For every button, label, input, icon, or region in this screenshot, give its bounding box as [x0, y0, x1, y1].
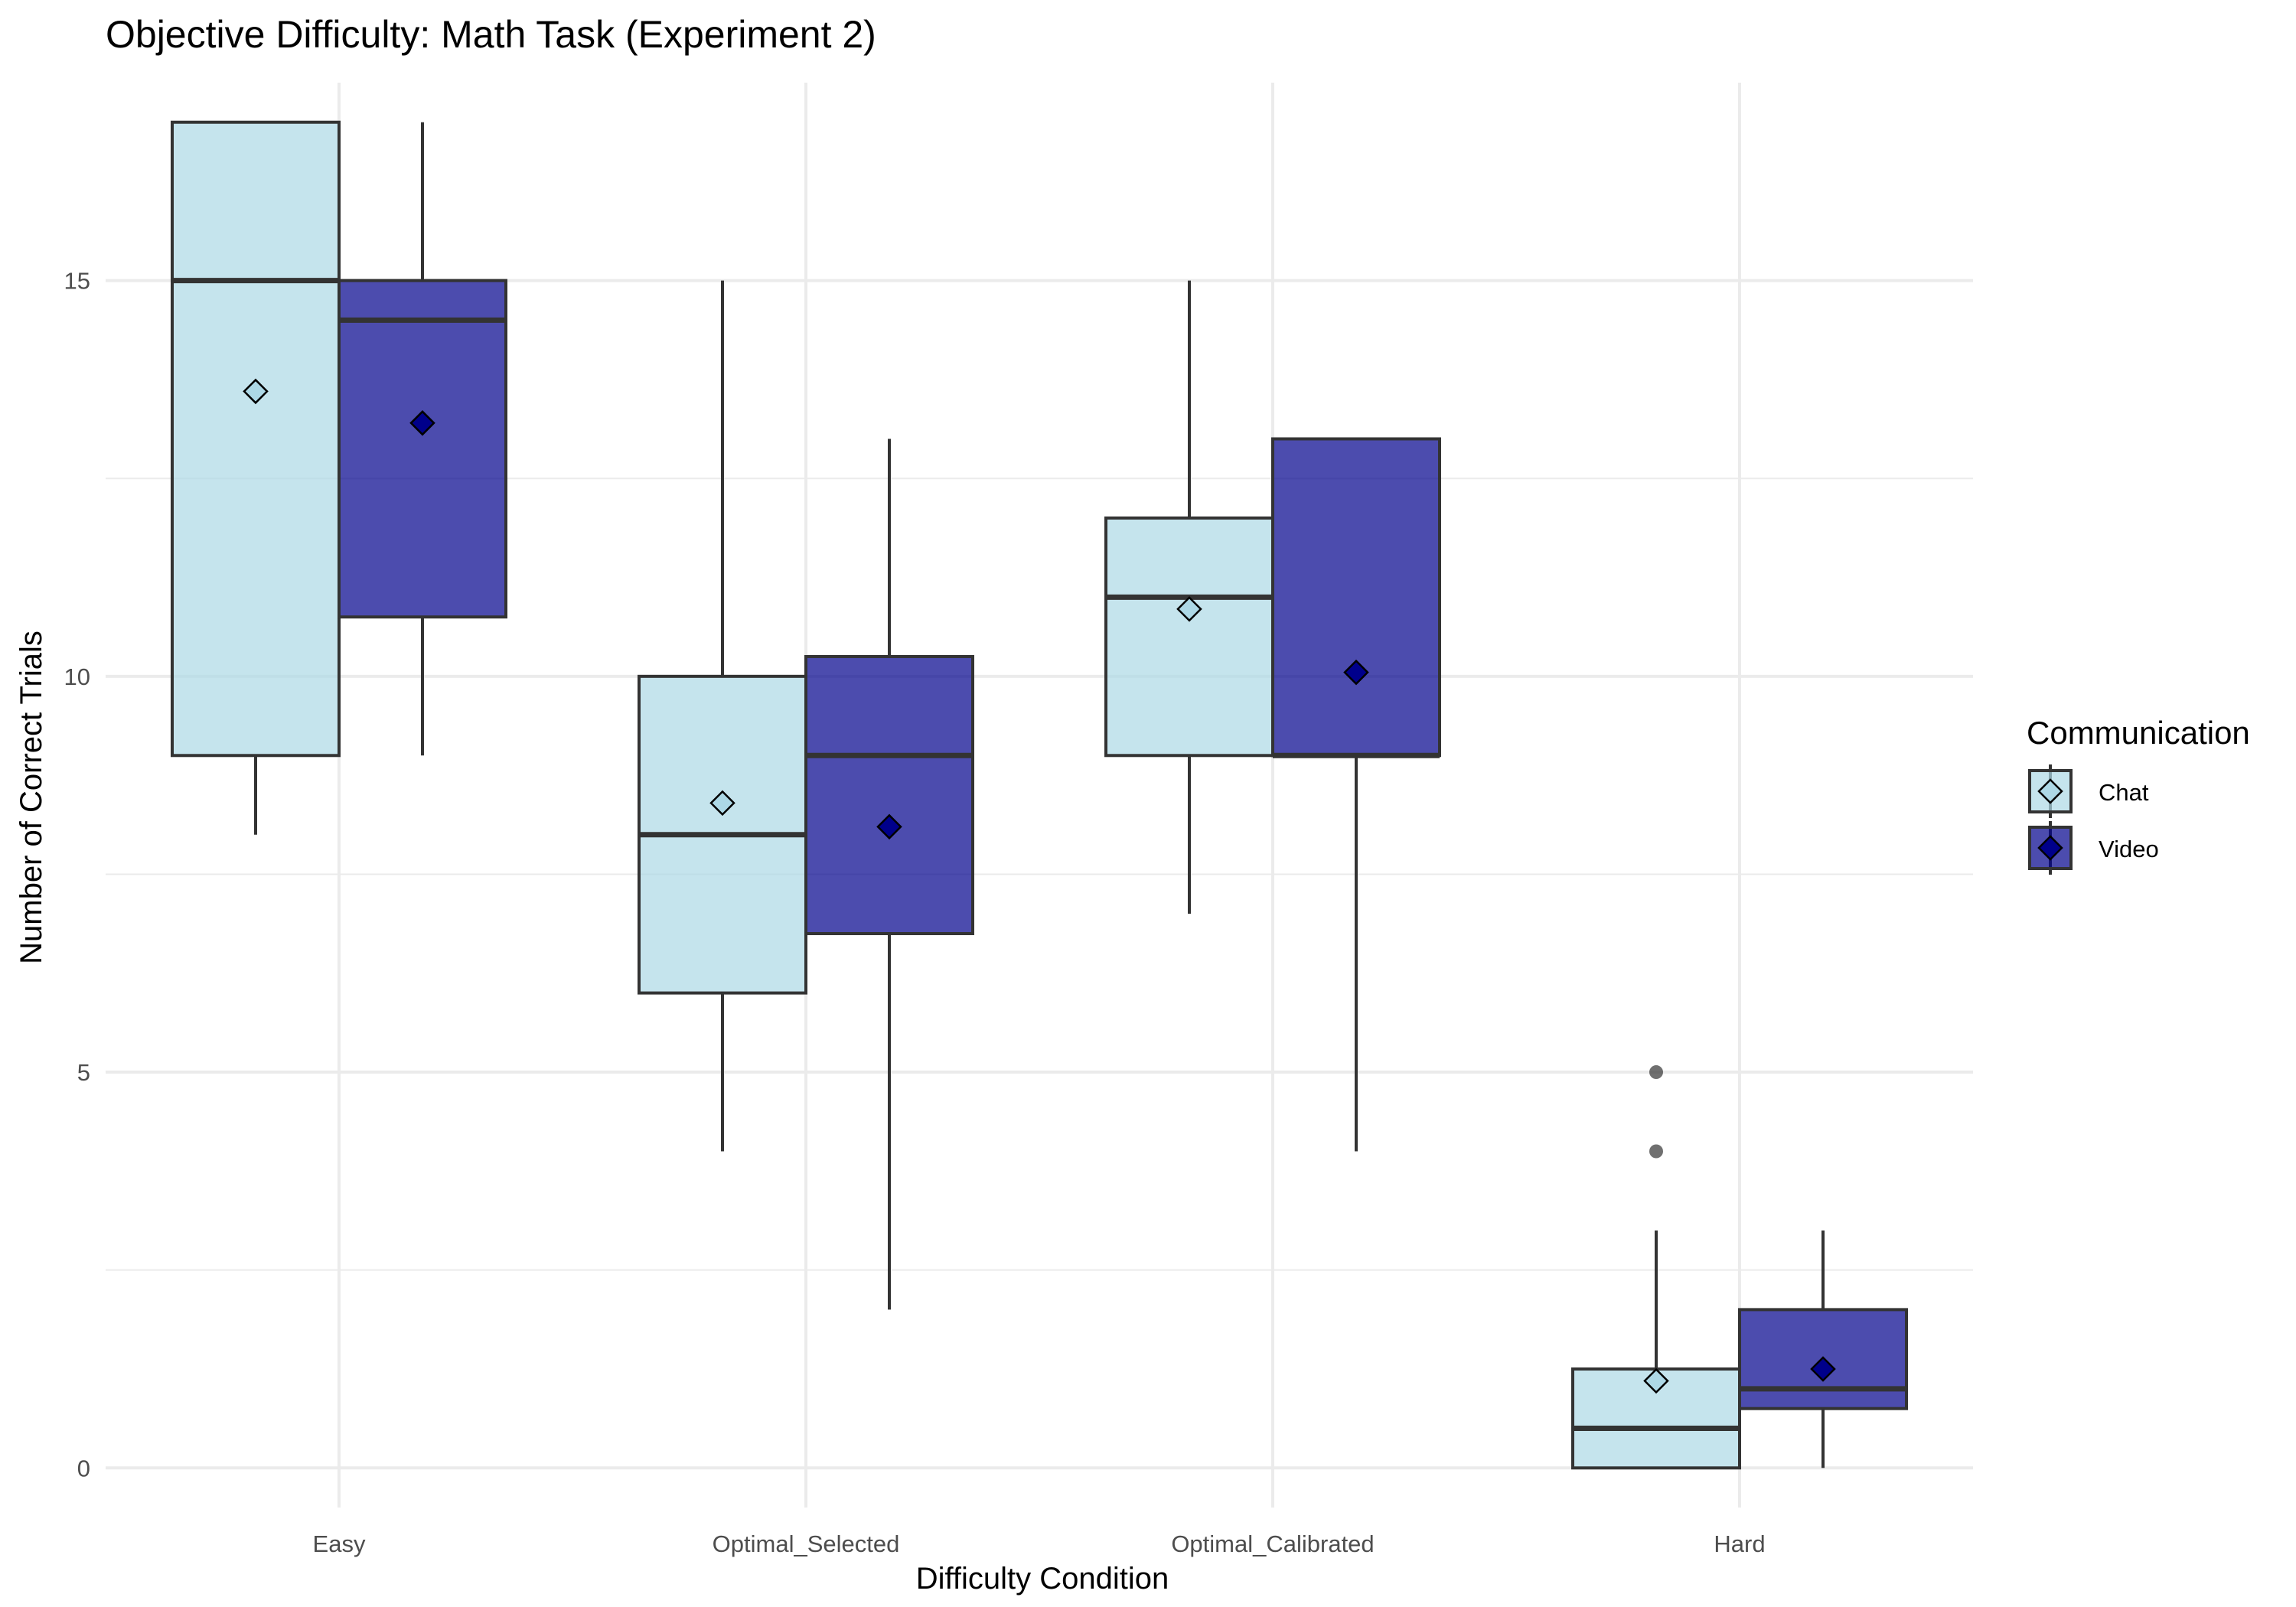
legend: Chat Video	[2028, 764, 2159, 875]
mean-marker	[1810, 1356, 1836, 1382]
y-tick-label: 0	[77, 1455, 90, 1482]
box-group-chat-optimal-selected	[638, 280, 807, 1152]
legend-label-chat: Chat	[2099, 779, 2149, 806]
legend-key-diamond	[2037, 835, 2063, 861]
x-tick-label: Optimal_Calibrated	[1171, 1530, 1374, 1557]
mean-marker	[1176, 596, 1202, 622]
y-axis-title: Number of Correct Trials	[15, 631, 48, 964]
x-tick-label: Easy	[313, 1530, 366, 1557]
box-group-chat-optimal-calibrated	[1104, 280, 1274, 914]
x-tick-label: Optimal_Selected	[713, 1530, 900, 1557]
box	[1271, 437, 1441, 758]
x-axis-title: Difficulty Condition	[916, 1562, 1169, 1596]
box	[338, 279, 507, 619]
legend-label-video: Video	[2099, 836, 2159, 862]
plot-area: 0 5 10 15 Easy Optimal_Selected Optimal_Calibr…	[64, 83, 1973, 1557]
mean-marker	[243, 378, 269, 405]
legend-key-diamond	[2037, 778, 2063, 804]
mean-marker	[709, 790, 735, 817]
outlier-point	[1649, 1065, 1663, 1080]
box	[1104, 516, 1274, 758]
x-tick-label: Hard	[1714, 1530, 1765, 1557]
box-group-video-hard	[1738, 1230, 1908, 1468]
mean-marker	[1343, 659, 1369, 686]
y-tick-label: 15	[64, 268, 90, 295]
box-group-chat-easy	[171, 120, 341, 835]
box-group-video-optimal-calibrated	[1271, 437, 1441, 1152]
box-group-video-optimal-selected	[804, 438, 974, 1310]
y-tick-label: 5	[77, 1059, 90, 1086]
outlier-point	[1649, 1144, 1663, 1159]
box	[804, 654, 974, 936]
legend-title: Communication	[2027, 715, 2250, 751]
mean-marker	[876, 813, 902, 840]
legend-key-video: Video	[2028, 821, 2159, 875]
mean-marker	[1643, 1367, 1669, 1394]
y-tick-label: 10	[64, 663, 90, 690]
box	[171, 120, 341, 758]
box-group-chat-hard	[1571, 1065, 1741, 1470]
chart-title: Objective Difficulty: Math Task (Experim…	[106, 13, 876, 56]
box-group-video-easy	[338, 122, 507, 756]
legend-key-chat: Chat	[2028, 764, 2149, 818]
mean-marker	[409, 410, 435, 436]
